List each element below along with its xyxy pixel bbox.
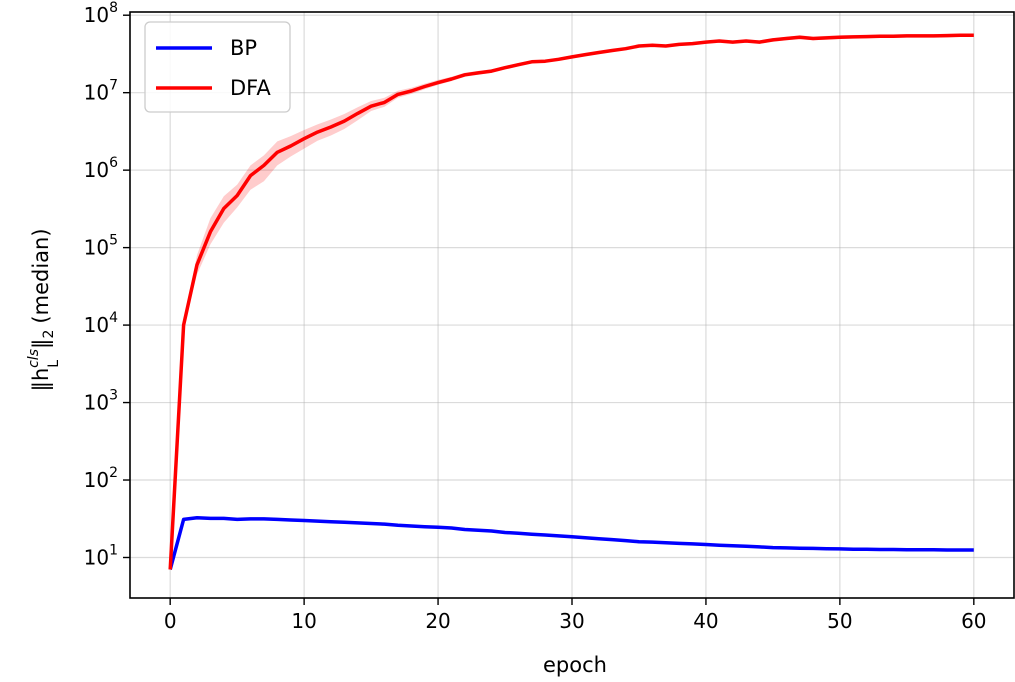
legend-label-dfa: DFA [230,76,271,100]
y-axis-label-base: ‖h [29,368,54,392]
x-tick-label: 20 [425,609,450,633]
y-tick-exponent: 7 [109,78,118,94]
y-tick-label: 103 [84,388,118,415]
y-tick-label: 102 [84,465,118,492]
y-tick-exponent: 8 [109,0,118,16]
y-tick-exponent: 2 [109,465,118,481]
series-line-bp [168,516,974,570]
y-tick-base: 10 [84,236,109,260]
y-tick-exponent: 1 [109,542,118,558]
y-tick-base: 10 [84,545,109,569]
x-axis-label: epoch [543,653,607,677]
y-tick-base: 10 [84,313,109,337]
y-tick-base: 10 [84,3,109,27]
y-axis-label-tail-sub: 2 [41,330,57,339]
y-axis-label: ‖hLcls‖2 (median) [26,228,62,391]
legend: BP DFA [144,21,291,113]
y-tick-exponent: 6 [109,155,118,171]
y-tick-label: 107 [84,78,118,105]
y-axis-label-tail: ‖ [29,339,54,350]
y-tick-label: 106 [84,155,118,182]
y-axis-label-suffix: (median) [29,228,53,323]
y-tick-label: 108 [84,0,118,27]
legend-label-bp: BP [230,36,257,60]
y-tick-label: 105 [84,233,118,260]
x-tick-label: 60 [961,609,986,633]
x-tick-label: 40 [693,609,718,633]
y-tick-label: 104 [84,310,118,337]
y-axis-label-sub: L [46,360,62,368]
y-tick-label: 101 [84,542,118,569]
y-tick-exponent: 4 [109,310,118,326]
y-tick-base: 10 [84,158,109,182]
x-tick-label: 0 [164,609,177,633]
y-tick-base: 10 [84,81,109,105]
x-axis-ticks: 0 10 20 30 40 50 60 [164,598,987,633]
y-tick-exponent: 3 [109,388,118,404]
y-tick-base: 10 [84,468,109,492]
y-axis-label-sup: cls [26,349,42,368]
x-tick-label: 50 [827,609,852,633]
y-tick-base: 10 [84,391,109,415]
series-line-dfa [168,33,974,570]
grid-lines [130,12,1014,598]
x-tick-label: 10 [291,609,316,633]
y-tick-exponent: 5 [109,233,118,249]
x-tick-label: 30 [559,609,584,633]
series-lines [168,33,974,570]
